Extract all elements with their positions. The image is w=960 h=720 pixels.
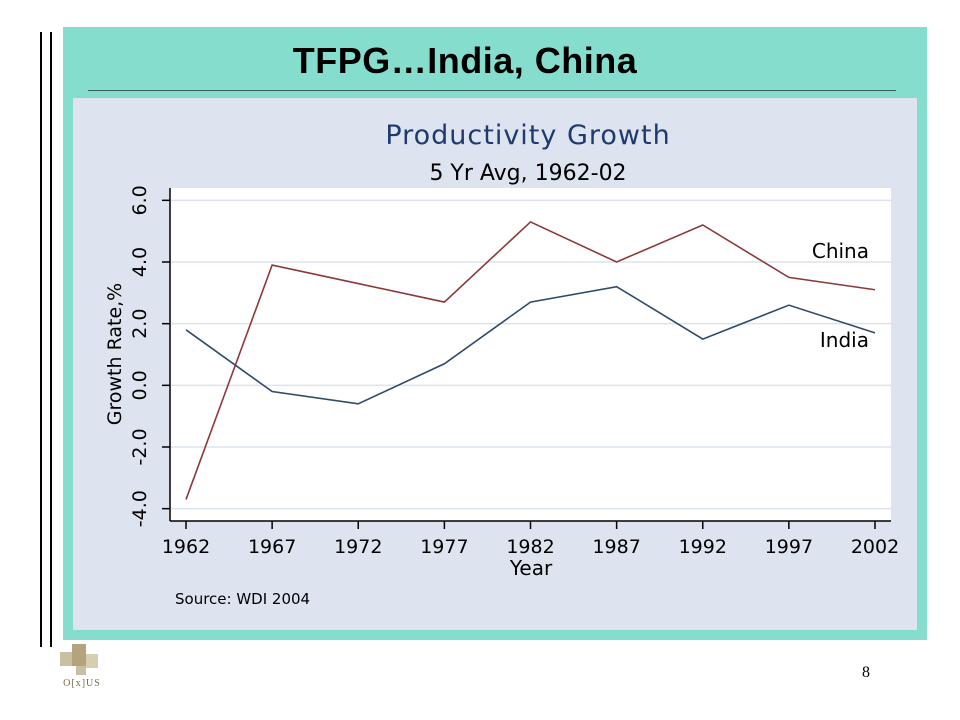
grid-lines: [170, 188, 891, 521]
series-line-china: [185, 220, 876, 500]
x-tick-label: 1962: [162, 536, 210, 558]
source-note: Source: WDI 2004: [175, 590, 310, 608]
y-tick-label: -4.0: [129, 490, 151, 527]
x-tick-label: 1977: [420, 536, 468, 558]
x-tick-label: 2002: [851, 536, 899, 558]
axes: [162, 188, 891, 529]
x-tick-label: 1972: [334, 536, 382, 558]
y-tick-label: -2.0: [129, 428, 151, 465]
chart-panel: Productivity Growth 5 Yr Avg, 1962-02 -4…: [73, 98, 917, 630]
x-axis-label: Year: [509, 556, 553, 580]
series-label-india: India: [820, 328, 869, 352]
plot-area: [170, 188, 891, 521]
logo-squares-icon: [60, 644, 98, 675]
y-axis-label: Growth Rate,%: [104, 283, 126, 425]
series-line-india: [185, 285, 876, 405]
x-tick-label: 1967: [248, 536, 296, 558]
chart-title: Productivity Growth: [385, 120, 670, 151]
series-lines: [185, 220, 876, 500]
labels: -4.0 -2.0 0.0 2.0 4.0 6.0 1962 1967 1972 1977 1982…: [129, 185, 899, 558]
logo-text: O[x]US: [63, 678, 101, 689]
chart-subtitle: 5 Yr Avg, 1962-02: [429, 161, 626, 186]
slide-title: TFPG…India, China: [292, 40, 638, 81]
productivity-chart: Productivity Growth 5 Yr Avg, 1962-02 -4…: [104, 120, 899, 608]
left-border-line-1: [40, 32, 42, 647]
page-number: 8: [862, 664, 870, 681]
left-border-line-2: [50, 32, 52, 647]
x-tick-label: 1997: [765, 536, 813, 558]
x-tick-label: 1987: [592, 536, 640, 558]
x-tick-label: 1982: [506, 536, 554, 558]
y-tick-label: 4.0: [129, 247, 151, 277]
series-label-china: China: [812, 239, 869, 263]
y-tick-label: 0.0: [129, 370, 151, 400]
x-tick-label: 1992: [679, 536, 727, 558]
y-tick-label: 6.0: [129, 185, 151, 215]
y-tick-label: 2.0: [129, 309, 151, 339]
title-divider: [88, 90, 896, 91]
oxus-logo: O[x]US: [52, 640, 112, 690]
